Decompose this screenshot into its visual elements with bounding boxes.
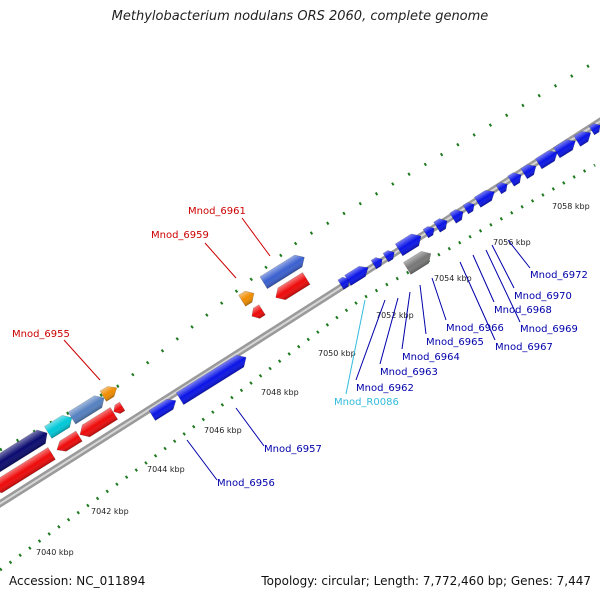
forward-gene <box>473 190 495 208</box>
forward-gene <box>382 250 395 263</box>
forward-gene <box>462 202 475 215</box>
gene-label-mnod-6972-leader <box>507 239 531 269</box>
forward-gene <box>344 265 369 286</box>
gene-label-mnod-6965-leader <box>419 284 427 335</box>
gene-label-mnod-6972: Mnod_6972 <box>530 270 588 281</box>
gene-label-mnod-6962-leader <box>355 299 386 381</box>
gene-label-mnod-6961: Mnod_6961 <box>188 206 246 217</box>
scale-tick-label: 7046 kbp <box>204 426 242 435</box>
gene-label-mnod-6961-leader <box>241 217 271 257</box>
topology-summary: Topology: circular; Length: 7,772,460 bp… <box>261 574 591 588</box>
reverse-gene <box>56 430 83 452</box>
forward-gene <box>370 257 383 270</box>
forward-gene <box>148 398 177 421</box>
forward-gene <box>0 429 48 475</box>
gene-label-mnod-6965: Mnod_6965 <box>426 337 484 348</box>
gene-label-mnod-r0086: Mnod_R0086 <box>334 397 399 408</box>
forward-gene <box>507 172 522 187</box>
gene-label-mnod-6957-leader <box>235 407 265 447</box>
forward-gene <box>337 276 350 290</box>
gene-label-mnod-6966: Mnod_6966 <box>446 323 504 334</box>
gene-label-mnod-r0086-leader <box>345 299 366 395</box>
gene-label-mnod-6955-leader <box>63 339 101 381</box>
reverse-gene <box>0 447 56 494</box>
gene-label-mnod-6968-leader <box>472 254 495 303</box>
forward-gene <box>259 254 305 290</box>
forward-gene <box>520 164 537 180</box>
gene-label-mnod-6955: Mnod_6955 <box>12 329 70 340</box>
gene-label-mnod-6959-leader <box>204 242 237 279</box>
scale-tick-label: 7048 kbp <box>261 388 299 397</box>
scale-tick-label: 7044 kbp <box>147 465 185 474</box>
scale-tick-label: 7040 kbp <box>36 548 74 557</box>
gene-label-mnod-6956: Mnod_6956 <box>217 478 275 489</box>
forward-gene <box>535 150 558 170</box>
gene-label-mnod-6969: Mnod_6969 <box>520 324 578 335</box>
scale-tick-label: 7056 kbp <box>493 238 531 247</box>
scale-tick-label: 7050 kbp <box>318 349 356 358</box>
forward-gene <box>394 233 422 257</box>
gene-label-mnod-6962: Mnod_6962 <box>356 383 414 394</box>
gene-label-mnod-6956-leader <box>186 439 218 481</box>
forward-gene <box>449 209 464 224</box>
scale-tick-label: 7058 kbp <box>552 202 590 211</box>
rna-gene <box>44 415 73 439</box>
highlight-gene <box>238 290 255 307</box>
gene-label-mnod-6964: Mnod_6964 <box>402 352 460 363</box>
scale-tick-label: 7052 kbp <box>376 311 414 320</box>
gene-label-mnod-6969-leader <box>485 249 521 323</box>
gene-label-mnod-6967-leader <box>459 261 496 341</box>
accession-label: Accession: NC_011894 <box>9 574 146 588</box>
gene-label-mnod-6963: Mnod_6963 <box>380 367 438 378</box>
forward-gene <box>553 139 576 159</box>
gene-label-mnod-6970: Mnod_6970 <box>514 291 572 302</box>
pseudogene <box>403 251 432 275</box>
forward-gene <box>588 123 600 136</box>
map-title: Methylobacterium nodulans ORS 2060, comp… <box>111 9 489 24</box>
gene-label-mnod-6966-leader <box>431 277 447 321</box>
gene-label-mnod-6968: Mnod_6968 <box>494 305 552 316</box>
highlight-gene <box>99 386 118 402</box>
forward-gene <box>67 395 105 425</box>
gene-label-mnod-6963-leader <box>379 297 399 365</box>
reverse-gene <box>113 401 126 414</box>
forward-gene <box>422 226 435 239</box>
forward-gene <box>495 182 508 195</box>
gene-label-mnod-6970-leader <box>491 244 515 289</box>
gene-label-mnod-6957: Mnod_6957 <box>264 444 322 455</box>
reverse-gene <box>275 272 311 301</box>
gene-label-mnod-6959: Mnod_6959 <box>151 230 209 241</box>
scale-tick-label: 7054 kbp <box>434 274 472 283</box>
gene-label-mnod-6964-leader <box>401 291 411 350</box>
forward-gene <box>573 131 592 147</box>
scale-tick-label: 7042 kbp <box>91 507 129 516</box>
reverse-gene <box>79 407 119 438</box>
forward-gene <box>433 218 448 233</box>
reverse-gene <box>251 304 266 319</box>
gene-label-mnod-6967: Mnod_6967 <box>495 342 553 353</box>
forward-gene <box>175 354 247 406</box>
